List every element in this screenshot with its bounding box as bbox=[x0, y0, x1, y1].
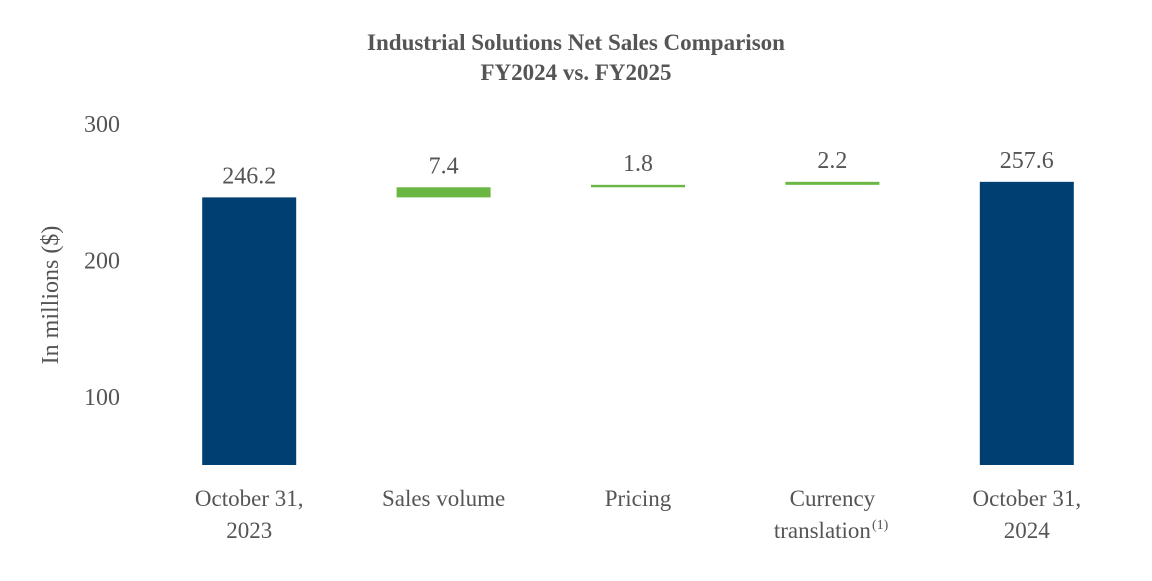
y-tick-label: 200 bbox=[84, 248, 120, 274]
chart-subtitle: FY2024 vs. FY2025 bbox=[480, 60, 671, 85]
y-axis-label: In millions ($) bbox=[38, 226, 64, 365]
x-tick-label: Pricing bbox=[605, 486, 672, 511]
bar bbox=[591, 184, 685, 188]
value-label: 2.2 bbox=[817, 148, 847, 174]
x-tick-label: 2023 bbox=[226, 518, 272, 543]
x-tick-label: Sales volume bbox=[382, 486, 505, 511]
chart-title: Industrial Solutions Net Sales Compariso… bbox=[367, 30, 785, 55]
x-tick-label: October 31, bbox=[195, 486, 304, 511]
x-tick-label: translation bbox=[774, 518, 872, 543]
value-label: 246.2 bbox=[222, 163, 276, 189]
x-tick-label: 2024 bbox=[1004, 518, 1051, 543]
y-tick-label: 100 bbox=[84, 385, 120, 411]
bar bbox=[202, 197, 297, 466]
bar bbox=[979, 181, 1074, 465]
value-label: 1.8 bbox=[623, 151, 653, 177]
x-tick-label: Currency bbox=[790, 486, 876, 511]
bar bbox=[785, 181, 880, 185]
x-tick-label: October 31, bbox=[973, 486, 1082, 511]
footnote-mark: (1) bbox=[872, 518, 889, 533]
y-tick-label: 300 bbox=[84, 112, 120, 138]
value-label: 257.6 bbox=[1000, 148, 1054, 174]
value-label: 7.4 bbox=[429, 153, 459, 179]
bar bbox=[396, 187, 491, 198]
